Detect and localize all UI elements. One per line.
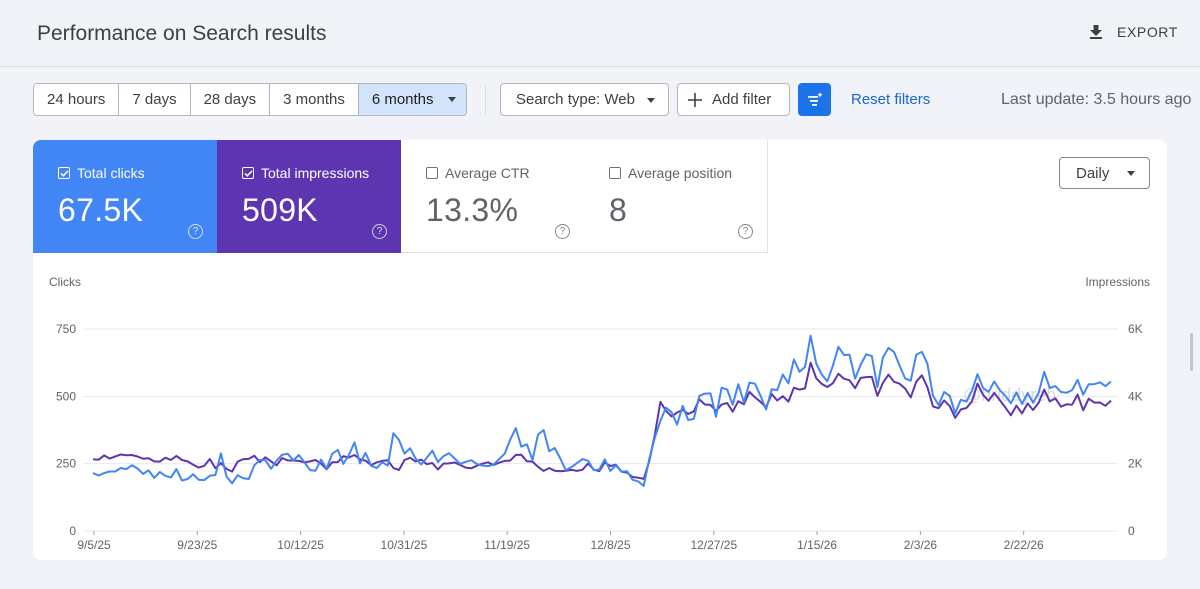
granularity-label: Daily (1076, 164, 1110, 182)
date-range-selector: 24 hours 7 days 28 days 3 months 6 month… (33, 83, 467, 116)
performance-card: Total clicks 67.5K ? Total impressions 5… (33, 140, 1167, 560)
left-tick-label: 0 (69, 524, 76, 538)
range-7-days[interactable]: 7 days (119, 84, 191, 115)
metric-total-impressions[interactable]: Total impressions 509K ? (217, 140, 401, 253)
x-tick-label: 9/23/25 (177, 538, 217, 552)
x-tick-label: 11/19/25 (484, 538, 530, 552)
reset-filters-link[interactable]: Reset filters (851, 91, 931, 108)
impressions-series-line (92, 361, 1112, 480)
checkbox-checked-icon[interactable] (58, 167, 70, 179)
page-header: Performance on Search results EXPORT (0, 0, 1200, 67)
metric-total-clicks[interactable]: Total clicks 67.5K ? (33, 140, 217, 253)
metric-value: 509K (242, 192, 318, 228)
add-filter-button[interactable]: Add filter (677, 83, 790, 116)
x-tick-label: 10/12/25 (277, 538, 324, 552)
right-tick-label: 6K (1128, 322, 1143, 336)
help-icon[interactable]: ? (188, 224, 203, 239)
metric-value: 13.3% (426, 192, 519, 228)
search-type-dropdown[interactable]: Search type: Web (500, 83, 669, 116)
caret-down-icon (647, 98, 655, 103)
metric-label: Average position (628, 165, 733, 181)
clicks-series-line (92, 334, 1112, 487)
metric-label-row: Total impressions (242, 165, 401, 181)
left-tick-label: 750 (56, 322, 76, 336)
x-tick-label: 9/5/25 (77, 538, 111, 552)
left-tick-label: 500 (56, 389, 76, 403)
help-icon[interactable]: ? (738, 224, 753, 239)
toolbar-divider (485, 86, 486, 114)
export-label: EXPORT (1117, 24, 1178, 40)
metric-average-position[interactable]: Average position 8 ? (584, 140, 768, 253)
page-title: Performance on Search results (37, 22, 327, 45)
x-tick-label: 1/15/26 (797, 538, 837, 552)
metric-label-row: Average CTR (426, 165, 584, 181)
metric-value: 67.5K (58, 192, 144, 228)
range-24-hours[interactable]: 24 hours (34, 84, 120, 115)
metric-average-ctr[interactable]: Average CTR 13.3% ? (401, 140, 585, 253)
left-axis-title: Clicks (49, 275, 81, 289)
download-icon (1090, 25, 1102, 39)
right-tick-label: 4K (1128, 389, 1143, 403)
checkbox-unchecked-icon[interactable] (426, 167, 438, 179)
metric-label-row: Total clicks (58, 165, 217, 181)
help-icon[interactable]: ? (372, 224, 387, 239)
caret-down-icon (447, 97, 456, 102)
export-button[interactable]: EXPORT (1086, 22, 1178, 42)
checkbox-checked-icon[interactable] (242, 167, 254, 179)
right-axis-title: Impressions (1085, 275, 1150, 289)
caret-down-icon (1127, 171, 1135, 176)
range-3-months[interactable]: 3 months (270, 84, 359, 115)
x-tick-label: 10/31/25 (381, 538, 428, 552)
x-tick-label: 2/3/26 (904, 538, 938, 552)
range-28-days[interactable]: 28 days (191, 84, 271, 115)
checkbox-unchecked-icon[interactable] (609, 167, 621, 179)
range-6-months-label: 6 months (371, 91, 434, 108)
filter-options-button[interactable] (798, 83, 831, 116)
right-tick-label: 0 (1128, 524, 1135, 538)
add-filter-label: Add filter (712, 91, 772, 108)
right-tick-label: 2K (1128, 457, 1143, 471)
granularity-dropdown[interactable]: Daily (1059, 157, 1150, 189)
left-tick-label: 250 (56, 457, 76, 471)
metric-label-row: Average position (609, 165, 767, 181)
filter-sparkle-icon (807, 91, 823, 106)
plus-icon (688, 92, 702, 107)
help-icon[interactable]: ? (555, 224, 570, 239)
x-tick-label: 12/27/25 (690, 538, 737, 552)
range-6-months[interactable]: 6 months (358, 84, 466, 115)
x-tick-label: 2/22/26 (1004, 538, 1044, 552)
metric-label: Total clicks (77, 165, 145, 181)
metric-label: Total impressions (261, 165, 370, 181)
scrollbar-thumb[interactable] (1190, 333, 1193, 371)
x-tick-label: 12/8/25 (590, 538, 630, 552)
last-update-text: Last update: 3.5 hours ago (1001, 91, 1192, 108)
metric-value: 8 (609, 192, 628, 228)
metric-label: Average CTR (445, 165, 530, 181)
search-type-label: Search type: Web (516, 91, 635, 108)
